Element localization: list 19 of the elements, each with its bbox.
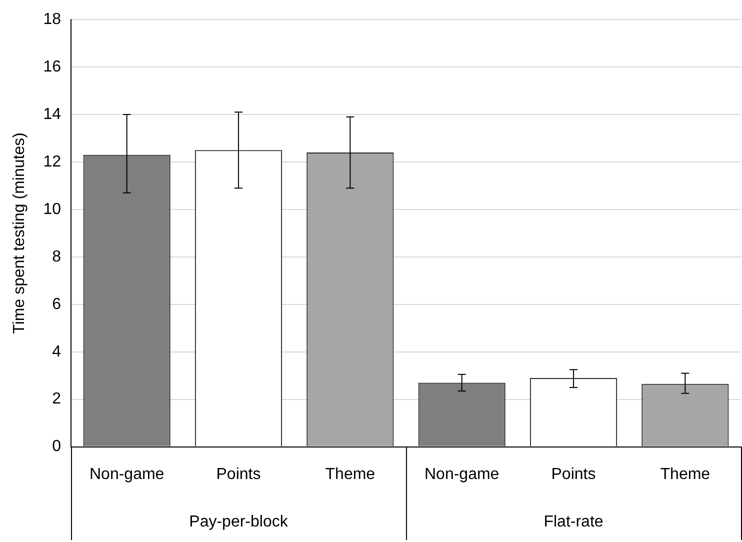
y-tick-label: 4 xyxy=(52,343,62,360)
x-tick-label: Points xyxy=(216,466,261,483)
y-tick-label: 6 xyxy=(52,296,62,313)
y-tick-label: 2 xyxy=(52,390,62,408)
text: Pay-per-block xyxy=(189,513,289,530)
y-tick-label: 16 xyxy=(43,58,62,76)
y-tick-label: 8 xyxy=(52,248,62,266)
x-tick-label: Non-game xyxy=(424,466,500,483)
x-tick-label: Theme xyxy=(325,466,376,483)
y-tick-label: 14 xyxy=(43,106,62,123)
y-axis-title: Time spent testing (minutes) xyxy=(11,132,28,334)
y-tick-label: 10 xyxy=(43,200,62,218)
y-tick-label: 0 xyxy=(52,438,62,456)
y-tick-label: 12 xyxy=(43,153,62,170)
text: Flat-rate xyxy=(544,513,604,530)
x-tick-label: Points xyxy=(551,466,596,483)
x-tick-label: Non-game xyxy=(89,466,164,483)
y-tick-label: 18 xyxy=(43,11,62,28)
x-tick-label: Theme xyxy=(660,466,710,483)
